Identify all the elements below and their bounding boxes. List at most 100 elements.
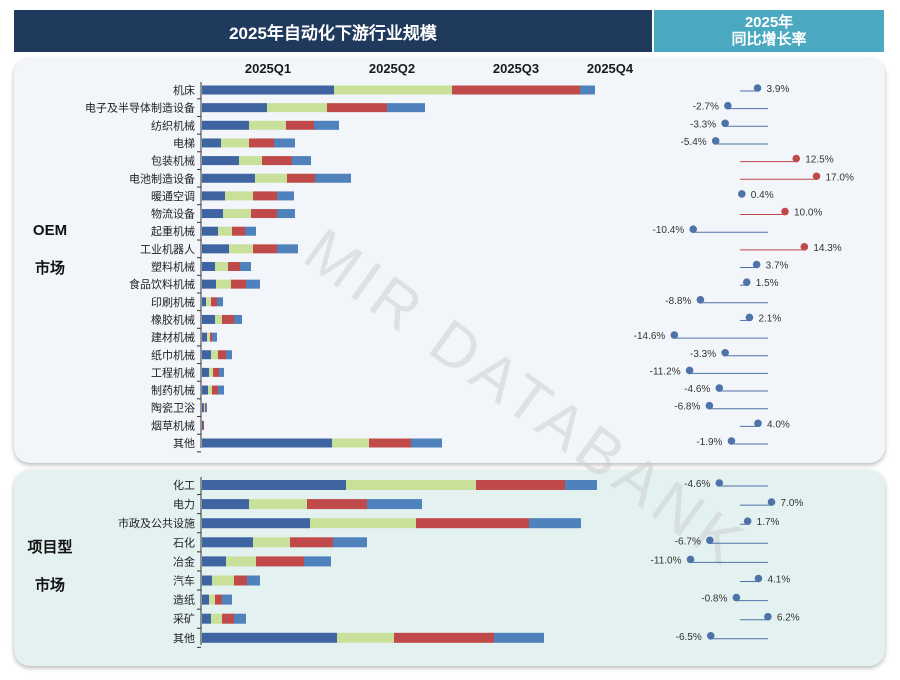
oem-growth-dot (738, 190, 746, 198)
oem-bar-2025Q2 (216, 279, 231, 289)
project-bar-2025Q1 (202, 556, 226, 567)
project-bar-2025Q2 (346, 480, 476, 490)
chart-title-text: 2025年自动化下游行业规模 (229, 23, 437, 43)
project-bar-2025Q2 (249, 499, 307, 510)
oem-bar-2025Q4 (277, 191, 294, 201)
oem-growth-label: 0.4% (751, 190, 774, 201)
oem-bar-2025Q4 (277, 209, 295, 219)
project-bar-2025Q2 (253, 537, 290, 548)
project-growth-label: -0.8% (701, 594, 727, 605)
project-category-label: 造纸 (173, 593, 195, 607)
project-category-label: 化工 (173, 478, 195, 492)
oem-category-label: 包装机械 (151, 154, 195, 168)
oem-bar-2025Q2 (225, 191, 253, 201)
project-growth-label: -6.7% (675, 536, 701, 547)
oem-bar-2025Q1 (202, 138, 221, 148)
project-bar-2025Q1 (202, 499, 249, 510)
project-section-label-line2: 市场 (35, 576, 65, 594)
oem-bar-2025Q4 (315, 173, 351, 183)
project-bar-2025Q1 (202, 537, 253, 548)
growth-header: 2025年 同比增长率 (654, 10, 884, 52)
oem-bar-2025Q1 (202, 297, 206, 307)
oem-bar-2025Q2 (221, 138, 249, 148)
oem-growth-label: -1.9% (696, 437, 722, 448)
project-bar-2025Q2 (226, 556, 256, 567)
oem-growth-dot (724, 101, 732, 110)
oem-category-label: 陶瓷卫浴 (151, 401, 195, 415)
project-bar-2025Q3 (307, 499, 367, 510)
oem-bar-2025Q3 (253, 191, 277, 201)
oem-bar-2025Q4 (245, 226, 256, 236)
project-bar-2025Q4 (565, 480, 597, 490)
project-bar-2025Q2 (209, 594, 215, 605)
oem-bar-2025Q1 (202, 226, 218, 236)
oem-growth-dot (752, 260, 761, 269)
project-bar-2025Q4 (304, 556, 331, 567)
oem-bar-2025Q2 (223, 209, 251, 219)
oem-bar-2025Q1 (202, 385, 208, 395)
growth-header-line1: 2025年 (744, 14, 794, 31)
oem-bar-2025Q3 (251, 209, 277, 219)
oem-bar-2025Q4 (314, 120, 339, 130)
project-bar-2025Q2 (310, 518, 416, 529)
oem-category-label: 电池制造设备 (129, 171, 195, 185)
project-bar-2025Q1 (202, 480, 346, 490)
project-section-label-line1: 项目型 (27, 538, 72, 556)
oem-bar-2025Q4 (411, 438, 442, 448)
oem-bar-2025Q4 (274, 138, 295, 148)
oem-growth-dot (715, 384, 724, 392)
oem-bar-2025Q1 (202, 403, 204, 413)
oem-bar-2025Q3 (253, 244, 277, 254)
project-bar-2025Q3 (222, 613, 234, 624)
oem-bar-2025Q1 (202, 350, 211, 360)
oem-bar-2025Q3 (212, 385, 218, 395)
oem-bar-2025Q4 (226, 350, 232, 360)
project-category-label: 石化 (173, 535, 195, 549)
oem-bar-2025Q4 (387, 103, 425, 113)
project-bar-2025Q4 (222, 594, 232, 605)
legend-label-2025Q1: 2025Q1 (245, 61, 291, 76)
oem-bar-2025Q3 (327, 103, 387, 113)
oem-bar-2025Q1 (202, 103, 267, 113)
oem-category-label: 烟草机械 (151, 418, 195, 432)
oem-growth-label: -14.6% (634, 331, 666, 342)
project-bar-2025Q4 (247, 575, 260, 586)
oem-bar-2025Q4 (217, 297, 223, 307)
project-bar-2025Q3 (234, 575, 247, 586)
oem-growth-dot (792, 154, 801, 163)
oem-category-label: 工业机器人 (140, 242, 195, 256)
oem-bar-2025Q1 (202, 332, 207, 342)
oem-category-label: 其他 (173, 437, 195, 450)
oem-growth-dot (711, 137, 720, 145)
oem-growth-dot (670, 331, 679, 339)
oem-category-label: 电子及半导体制造设备 (85, 101, 195, 115)
oem-growth-dot (689, 225, 697, 233)
oem-bar-2025Q2 (206, 297, 211, 307)
project-growth-dot (706, 632, 715, 640)
oem-growth-dot (781, 207, 789, 216)
project-category-label: 汽车 (173, 574, 195, 588)
oem-growth-label: 10.0% (794, 208, 822, 219)
oem-bar-2025Q3 (211, 297, 217, 307)
project-bar-2025Q4 (529, 518, 581, 529)
project-bar-2025Q1 (202, 518, 310, 529)
oem-bar-2025Q3 (228, 262, 240, 271)
oem-bar-2025Q2 (334, 85, 452, 95)
oem-bar-2025Q4 (580, 85, 595, 95)
oem-bar-2025Q3 (213, 367, 219, 377)
oem-bar-2025Q2 (204, 403, 205, 413)
oem-growth-dot (753, 84, 762, 92)
oem-category-label: 起重机械 (151, 224, 195, 238)
oem-bar-2025Q2 (218, 226, 232, 236)
oem-growth-dot (745, 313, 754, 322)
oem-category-label: 物流设备 (151, 207, 195, 221)
oem-bar-2025Q3 (287, 173, 315, 183)
oem-bar-2025Q1 (202, 244, 229, 254)
oem-growth-label: -5.4% (681, 137, 707, 148)
oem-bar-2025Q4 (240, 262, 251, 271)
project-category-label: 电力 (173, 498, 195, 511)
project-growth-label: -11.0% (651, 555, 682, 566)
oem-bar-2025Q4 (218, 385, 224, 395)
oem-bar-2025Q2 (332, 438, 369, 448)
